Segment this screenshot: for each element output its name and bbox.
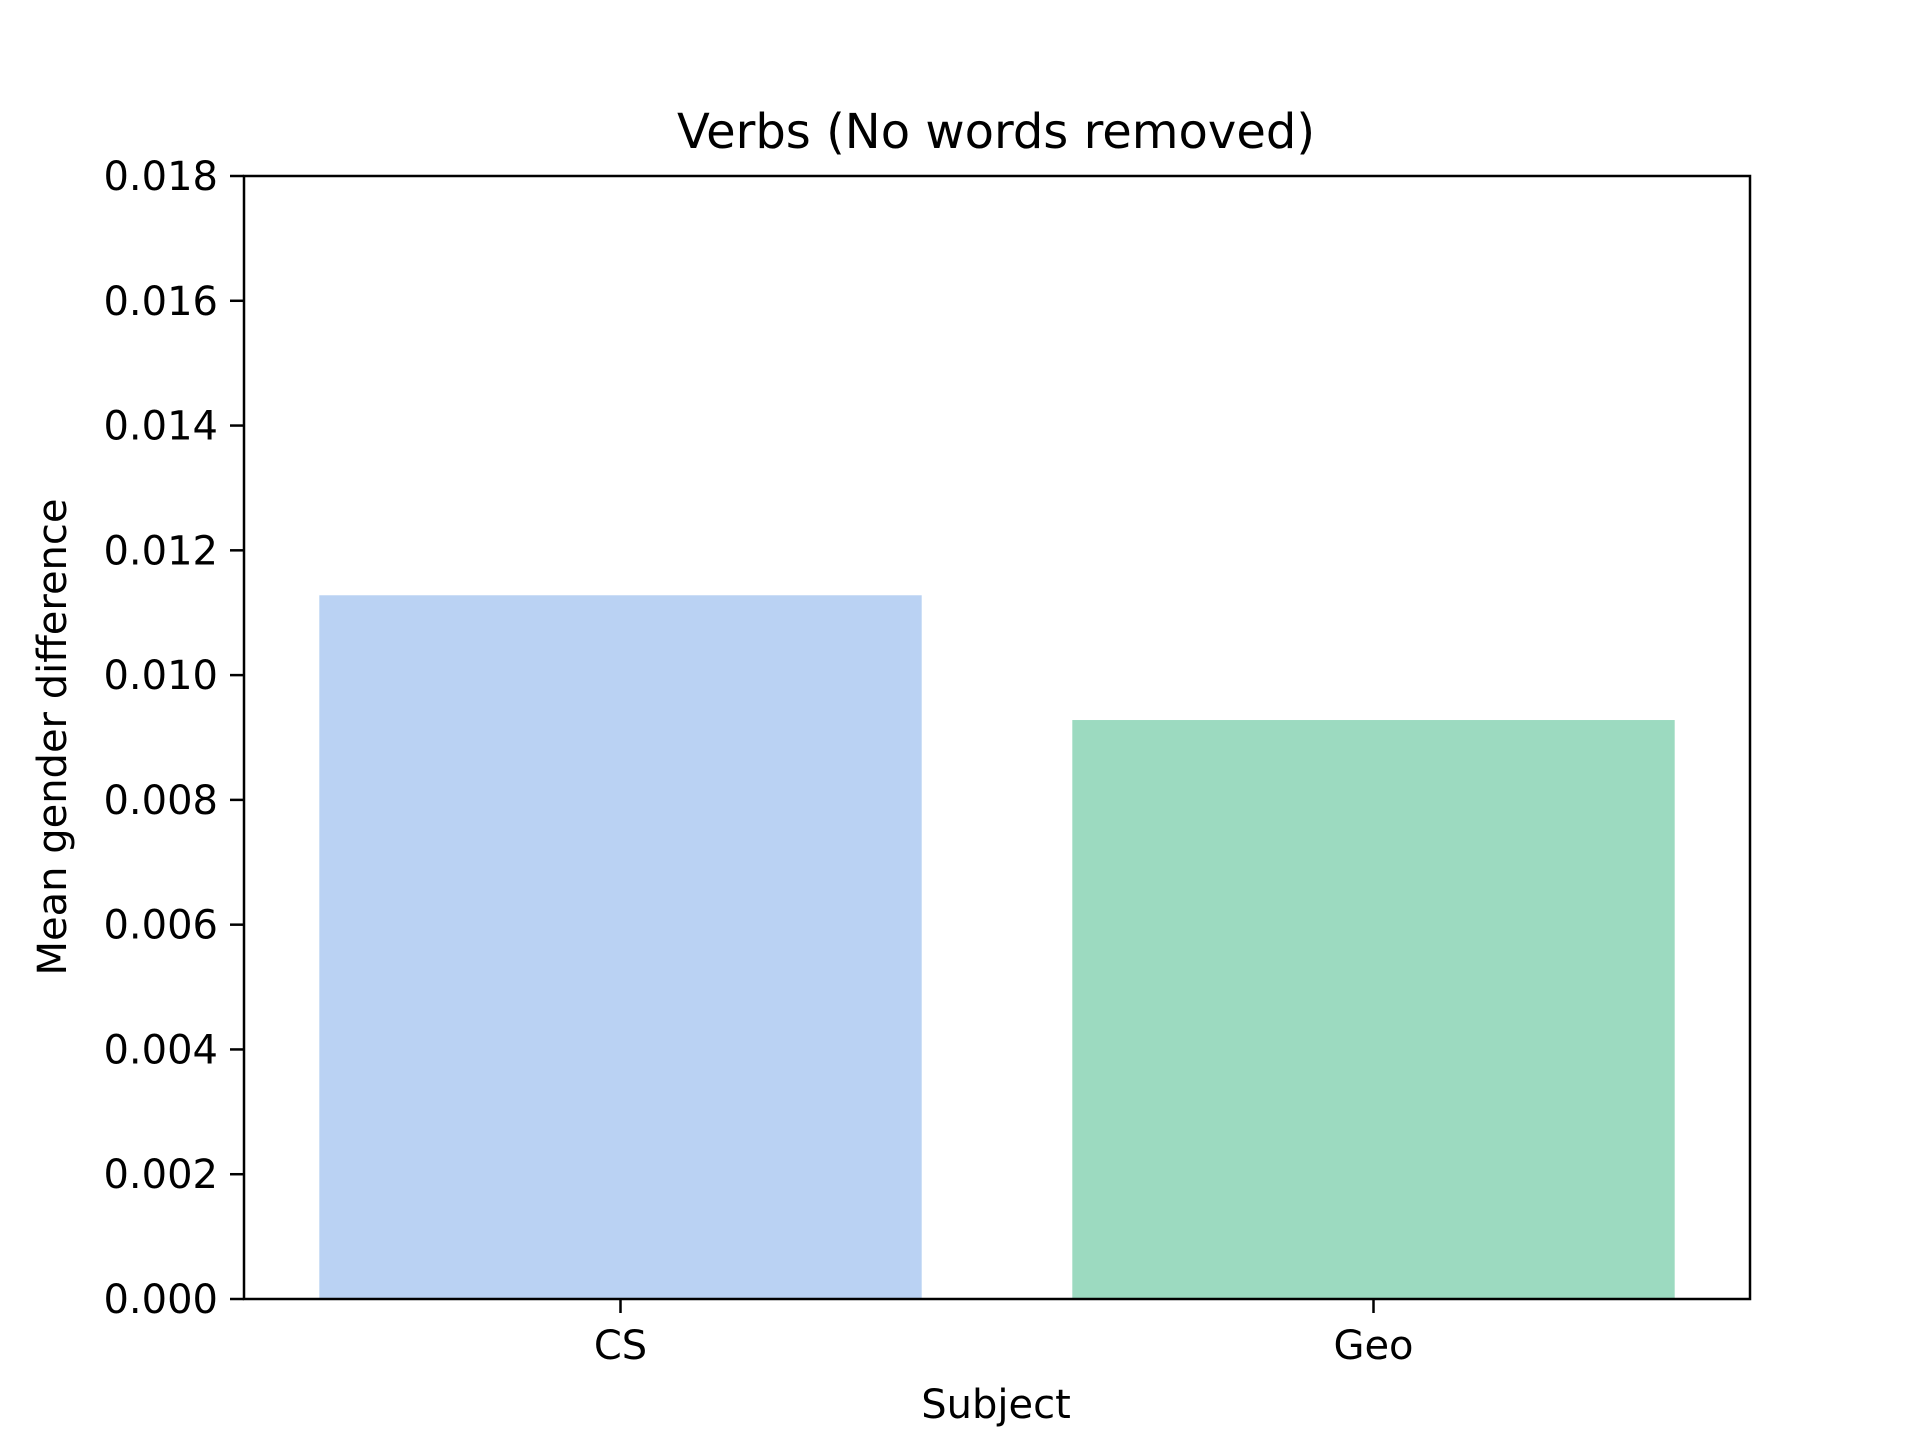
y-axis: 0.000 0.002 0.004 0.006 0.008 0.010 0.012 0.014…	[103, 154, 244, 1323]
y-tick-label: 0.006	[103, 903, 218, 949]
bar-cs	[319, 595, 922, 1299]
x-tick-label: CS	[594, 1323, 647, 1369]
y-tick-label: 0.008	[103, 778, 218, 824]
x-tick-label: Geo	[1333, 1323, 1413, 1369]
x-axis: CS Geo	[594, 1299, 1414, 1369]
y-tick-label: 0.002	[103, 1152, 218, 1198]
chart-title: Verbs (No words removed)	[677, 104, 1315, 160]
y-tick-label: 0.010	[103, 653, 218, 699]
bar-geo	[1072, 720, 1675, 1299]
y-tick-label: 0.000	[103, 1277, 218, 1323]
y-tick-label: 0.012	[103, 528, 218, 574]
bars-group	[319, 595, 1675, 1299]
y-tick-label: 0.004	[103, 1027, 218, 1073]
y-tick-label: 0.014	[103, 404, 218, 450]
y-tick-label: 0.018	[103, 154, 218, 200]
plot-frame	[242, 174, 1752, 1301]
y-axis-label: Mean gender difference	[30, 498, 76, 975]
x-axis-label: Subject	[921, 1382, 1071, 1428]
y-tick-label: 0.016	[103, 279, 218, 325]
